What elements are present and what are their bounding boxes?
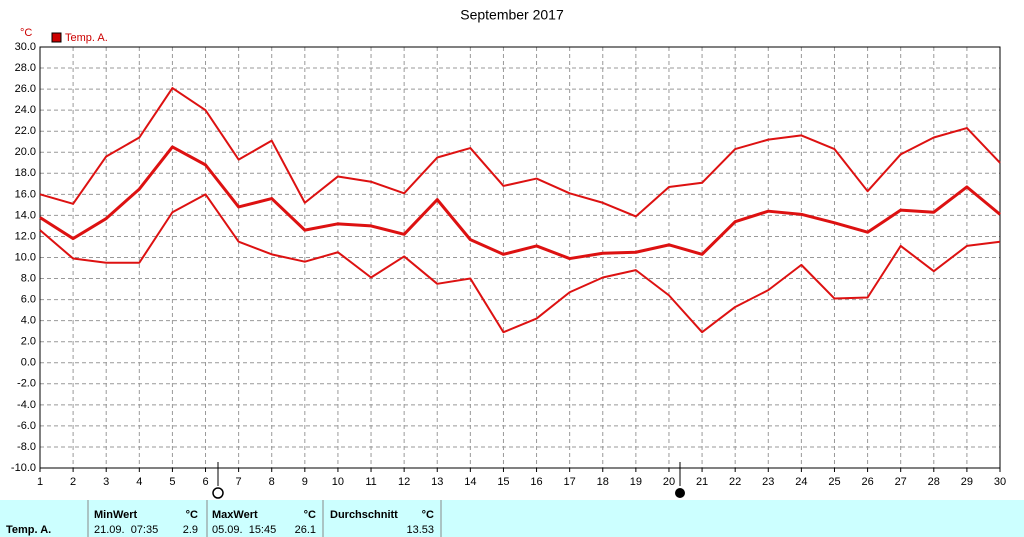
col-unit: °C (304, 509, 316, 521)
y-tick-label: 0.0 (21, 357, 36, 369)
y-tick-label: 20.0 (15, 146, 36, 158)
x-tick-label: 12 (398, 476, 410, 488)
series-line (39, 87, 1001, 218)
y-tick-label: 6.0 (21, 294, 36, 306)
y-unit: °C (20, 27, 32, 39)
row-label: Temp. A. (6, 524, 51, 536)
col-unit: °C (186, 509, 198, 521)
avg-value: 13.53 (406, 524, 434, 536)
y-tick-label: 14.0 (15, 209, 36, 221)
stats-table: Temp. A. MinWert °C 21.09. 07:35 2.9 Max… (0, 500, 1024, 537)
x-tick-label: 8 (269, 476, 275, 488)
x-tick-label: 18 (597, 476, 609, 488)
y-tick-label: 24.0 (15, 104, 36, 116)
y-tick-label: 12.0 (15, 230, 36, 242)
x-tick-label: 28 (928, 476, 940, 488)
legend-swatch (51, 32, 62, 43)
col-title: MinWert (94, 509, 138, 521)
x-tick-label: 13 (431, 476, 443, 488)
col-title: MaxWert (212, 509, 258, 521)
y-tick-label: -10.0 (11, 462, 36, 474)
moon-full (675, 488, 685, 498)
col-title: Durchschnitt (330, 509, 398, 521)
stats-bg (0, 500, 1024, 537)
x-tick-label: 6 (202, 476, 208, 488)
x-tick-label: 16 (530, 476, 542, 488)
y-tick-label: 28.0 (15, 62, 36, 74)
max-value: 26.1 (295, 524, 316, 536)
x-tick-label: 26 (861, 476, 873, 488)
x-tick-label: 24 (795, 476, 807, 488)
chart-title: September 2017 (460, 7, 564, 23)
legend-label: Temp. A. (65, 32, 108, 44)
x-tick-label: 30 (994, 476, 1006, 488)
series-line (39, 145, 1001, 261)
y-tick-label: -4.0 (17, 399, 36, 411)
x-tick-label: 20 (663, 476, 675, 488)
y-tick-label: 30.0 (15, 41, 36, 53)
x-tick-label: 11 (365, 476, 376, 488)
x-tick-label: 22 (729, 476, 741, 488)
y-tick-label: 8.0 (21, 272, 36, 284)
x-tick-label: 23 (762, 476, 774, 488)
x-tick-label: 4 (136, 476, 142, 488)
x-tick-label: 19 (630, 476, 642, 488)
x-tick-label: 14 (464, 476, 476, 488)
x-tick-label: 21 (696, 476, 708, 488)
y-tick-label: -2.0 (17, 378, 36, 390)
moon-new (212, 487, 224, 499)
x-tick-label: 9 (302, 476, 308, 488)
y-tick-label: 10.0 (15, 251, 36, 263)
col-unit: °C (422, 509, 434, 521)
min-value: 2.9 (183, 524, 198, 536)
x-tick-label: 10 (332, 476, 344, 488)
x-tick-label: 1 (37, 476, 43, 488)
max-time: 05.09. 15:45 (212, 524, 276, 536)
x-tick-label: 5 (169, 476, 175, 488)
y-tick-label: 26.0 (15, 83, 36, 95)
x-tick-label: 29 (961, 476, 973, 488)
x-tick-label: 27 (895, 476, 907, 488)
series-line (39, 193, 1001, 334)
x-tick-label: 15 (497, 476, 509, 488)
x-tick-label: 2 (70, 476, 76, 488)
y-tick-label: 22.0 (15, 125, 36, 137)
y-tick-label: 2.0 (21, 336, 36, 348)
min-time: 21.09. 07:35 (94, 524, 158, 536)
y-tick-label: -6.0 (17, 420, 36, 432)
y-tick-label: 18.0 (15, 167, 36, 179)
y-tick-label: 16.0 (15, 188, 36, 200)
y-tick-label: -8.0 (17, 441, 36, 453)
y-tick-label: 4.0 (21, 315, 36, 327)
x-tick-label: 25 (828, 476, 840, 488)
x-tick-label: 7 (236, 476, 242, 488)
plot-frame (39, 46, 1001, 469)
x-tick-label: 17 (564, 476, 576, 488)
x-tick-label: 3 (103, 476, 109, 488)
